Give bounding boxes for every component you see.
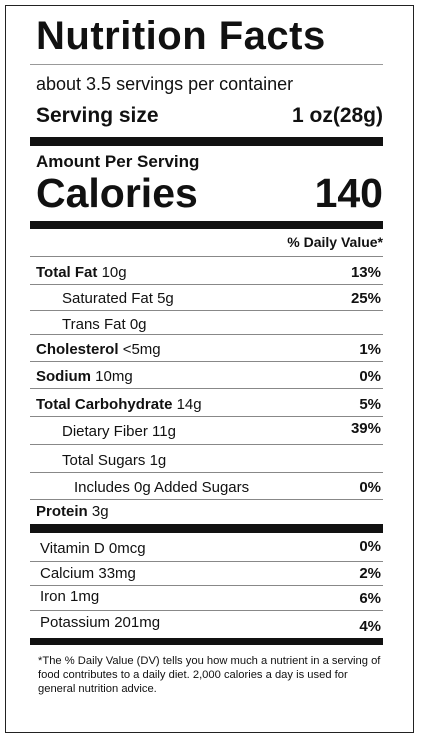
nutrient-row-protein: Protein 3g (36, 503, 109, 520)
divider (30, 388, 383, 389)
nutrient-dv: 1% (359, 341, 381, 358)
divider (30, 284, 383, 285)
nutrient-amount: 11g (152, 423, 176, 440)
divider (30, 334, 383, 335)
vitamin-name: Calcium (40, 565, 95, 582)
nutrient-name: Total Sugars (62, 452, 146, 469)
nutrient-name: Includes 0g Added Sugars (74, 479, 250, 496)
nutrient-dv: 39% (350, 420, 381, 437)
nutrient-dv: 5% (359, 396, 381, 413)
divider (30, 610, 383, 611)
vitamin-dv: 6% (359, 590, 381, 607)
vitamin-amount: 0mcg (108, 540, 146, 557)
vitamin-name: Iron (40, 588, 66, 605)
divider (30, 310, 383, 311)
nutrient-dv: 25% (350, 290, 381, 307)
vitamin-dv: 0% (359, 538, 381, 555)
vitamin-dv: 4% (359, 618, 381, 635)
nutrient-amount: 1g (149, 452, 167, 469)
nutrient-name: Total Carbohydrate (36, 396, 173, 413)
nutrient-dv: 13% (350, 264, 381, 281)
daily-value-footnote: *The % Daily Value (DV) tells you how mu… (38, 655, 381, 695)
nutrient-name: Saturated Fat (62, 290, 153, 307)
thick-divider (30, 221, 383, 229)
calories-label: Calories (36, 170, 198, 216)
divider (30, 361, 383, 362)
nutrient-amount: 3g (91, 503, 109, 520)
divider (30, 499, 383, 500)
vitamin-row-potassium: Potassium 201mg (40, 614, 160, 631)
divider (30, 585, 383, 586)
divider (30, 561, 383, 562)
vitamin-amount: 33mg (98, 565, 136, 582)
calories-value: 140 (314, 170, 383, 216)
nutrient-dv: 0% (359, 368, 381, 385)
thick-divider (30, 638, 383, 645)
nutrient-amount: <5mg (122, 341, 161, 358)
servings-per-container: about 3.5 servings per container (36, 74, 294, 94)
vitamin-amount: 201mg (114, 614, 161, 631)
nutrient-name: Total Fat (36, 264, 98, 281)
nutrient-amount: 10mg (95, 368, 133, 385)
vitamin-dv: 2% (359, 565, 381, 582)
nutrient-name: Trans Fat (62, 316, 126, 333)
nutrient-row-total-fat: Total Fat 10g (36, 264, 127, 281)
vitamin-row-vitamin-d: Vitamin D 0mcg (40, 540, 146, 557)
thick-divider (30, 137, 383, 146)
nutrient-row-trans-fat: Trans Fat 0g (62, 316, 147, 333)
vitamin-row-iron: Iron 1mg (40, 588, 99, 605)
nutrient-row-cholesterol: Cholesterol <5mg (36, 341, 161, 358)
nutrient-row-total-sugars: Total Sugars 1g (62, 452, 166, 469)
divider (30, 64, 383, 65)
nutrient-amount: 5g (157, 290, 174, 307)
vitamin-row-calcium: Calcium 33mg (40, 565, 136, 582)
nutrient-amount: 14g (176, 396, 202, 413)
nutrient-row-added-sugars: Includes 0g Added Sugars (74, 479, 249, 496)
divider (30, 416, 383, 417)
nutrient-amount: 0g (129, 316, 147, 333)
nutrition-label-panel (5, 5, 414, 733)
divider (30, 472, 383, 473)
nutrient-name: Dietary Fiber (62, 423, 148, 440)
nutrient-dv: 0% (359, 479, 381, 496)
nutrient-row-sodium: Sodium 10mg (36, 368, 133, 385)
divider (30, 256, 383, 257)
nutrient-row-saturated-fat: Saturated Fat 5g (62, 290, 174, 307)
daily-value-header: % Daily Value* (287, 234, 383, 250)
serving-size-value: 1 oz(28g) (291, 104, 383, 127)
thick-divider (30, 524, 383, 533)
nutrient-row-dietary-fiber: Dietary Fiber 11g (62, 423, 176, 440)
divider (30, 444, 383, 445)
nutrient-name: Sodium (36, 368, 91, 385)
nutrient-row-total-carbohydrate: Total Carbohydrate 14g (36, 396, 202, 413)
vitamin-name: Potassium (40, 614, 111, 631)
serving-size-label: Serving size (36, 104, 159, 127)
nutrient-amount: 10g (101, 264, 127, 281)
nutrient-name: Protein (36, 503, 88, 520)
amount-per-serving: Amount Per Serving (36, 152, 200, 171)
label-title: Nutrition Facts (36, 14, 326, 58)
vitamin-name: Vitamin D (40, 540, 105, 557)
nutrient-name: Cholesterol (36, 341, 119, 358)
vitamin-amount: 1mg (70, 588, 100, 605)
